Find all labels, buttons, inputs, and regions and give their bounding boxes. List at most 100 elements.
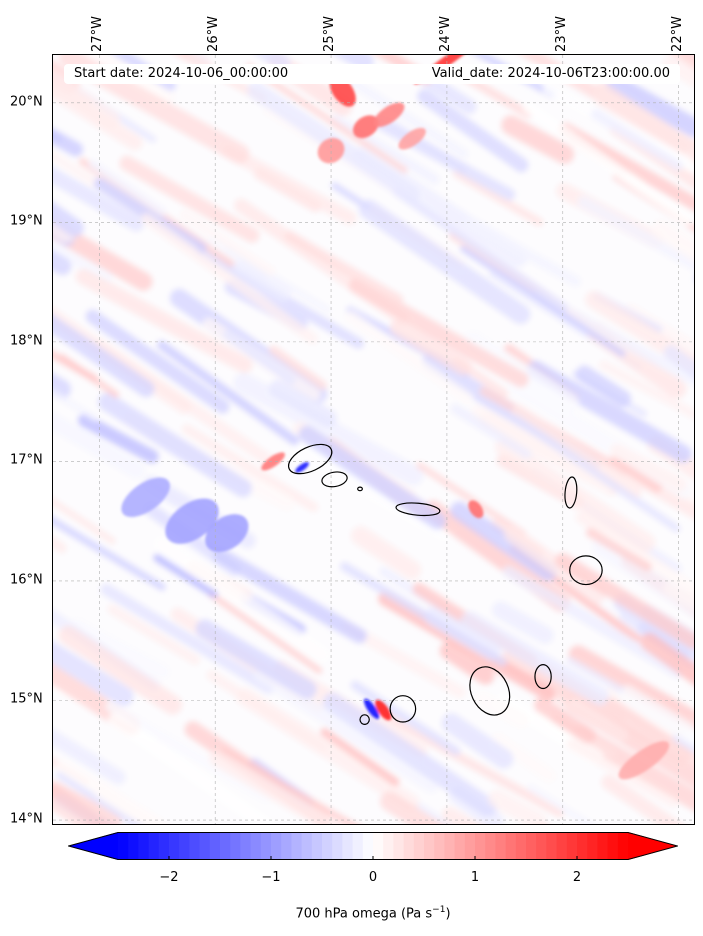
omega-band — [100, 583, 275, 694]
colorbar-segment — [597, 832, 609, 860]
omega-band — [223, 329, 296, 385]
omega-band — [651, 219, 694, 327]
colorbar-segment — [118, 832, 129, 860]
omega-band — [53, 338, 99, 422]
omega-band — [575, 365, 632, 408]
island-coastline-sao-vicente — [321, 471, 348, 488]
omega-band — [585, 291, 694, 401]
island-coastline-santa-luzia — [357, 486, 363, 492]
omega-band — [594, 88, 694, 168]
lat-tick-label: 16°N — [10, 572, 43, 588]
omega-band — [439, 641, 495, 685]
omega-band — [179, 210, 276, 276]
colorbar-segment — [424, 832, 435, 860]
omega-band — [599, 360, 694, 421]
omega-feature — [165, 498, 219, 544]
omega-band — [350, 680, 461, 756]
omega-band — [568, 698, 629, 742]
omega-band — [77, 413, 159, 464]
omega-band — [450, 501, 557, 581]
omega-band — [672, 733, 694, 784]
omega-band — [206, 670, 328, 753]
omega-band — [85, 309, 230, 414]
colorbar-segment — [556, 832, 568, 860]
colorbar-segment — [393, 832, 405, 860]
omega-band — [605, 74, 694, 138]
omega-band — [108, 712, 275, 824]
colorbar-segment — [189, 832, 201, 860]
colorbar-extend-max — [628, 832, 678, 860]
omega-band — [268, 379, 337, 428]
omega-band — [340, 620, 466, 698]
omega-band — [153, 536, 331, 663]
omega-band — [105, 701, 271, 803]
omega-band — [340, 562, 507, 667]
omega-band — [450, 403, 532, 460]
colorbar-segment — [138, 832, 150, 860]
omega-band — [380, 791, 538, 824]
omega-band — [344, 310, 474, 404]
omega-band — [268, 345, 328, 391]
omega-band — [474, 690, 530, 729]
omega-feature — [373, 102, 405, 127]
colorbar-label: 700 hPa omega (Pa s−1) — [295, 905, 451, 922]
colorbar-segment — [240, 832, 252, 860]
omega-band — [141, 213, 318, 344]
colorbar-segment — [301, 832, 313, 860]
omega-band — [512, 404, 642, 499]
colorbar-extend-min — [68, 832, 118, 860]
omega-band — [637, 621, 691, 660]
omega-band — [291, 440, 454, 541]
lon-tick-label: 22°W — [669, 16, 685, 52]
omega-band — [107, 604, 200, 665]
colorbar-segment — [577, 832, 588, 860]
colorbar-segment — [546, 832, 558, 860]
lon-tick-label: 26°W — [206, 16, 222, 52]
colorbar-segment — [505, 832, 517, 860]
omega-feature — [121, 477, 170, 518]
lon-tick-label: 23°W — [553, 16, 569, 52]
omega-feature — [352, 115, 379, 139]
omega-band — [209, 750, 350, 824]
omega-field-map — [53, 55, 694, 824]
omega-band — [153, 554, 218, 598]
omega-band — [625, 303, 694, 398]
omega-band — [617, 685, 694, 800]
colorbar-segment — [332, 832, 343, 860]
colorbar-segment — [230, 832, 241, 860]
colorbar-segment — [403, 832, 415, 860]
omega-feature — [317, 137, 345, 164]
colorbar-segment — [485, 832, 496, 860]
omega-band — [466, 217, 581, 287]
omega-band — [663, 583, 694, 632]
omega-band — [53, 756, 140, 824]
omega-band — [390, 319, 472, 376]
omega-band — [441, 713, 514, 769]
omega-band — [471, 404, 615, 493]
lat-tick-label: 17°N — [10, 452, 43, 468]
omega-band — [555, 552, 694, 649]
colorbar-tick-label: 0 — [368, 870, 378, 885]
omega-band — [284, 230, 404, 305]
omega-band — [53, 621, 141, 736]
island-coastline-boa-vista — [569, 555, 603, 586]
lat-tick-label: 20°N — [10, 94, 43, 110]
omega-band — [502, 565, 684, 679]
omega-band — [298, 425, 446, 530]
colorbar-segment — [128, 832, 139, 860]
omega-band — [504, 525, 606, 604]
omega-band — [53, 690, 126, 785]
colorbar-segment — [607, 832, 619, 860]
colorbar-segment — [158, 832, 170, 860]
colorbar-segment — [311, 832, 323, 860]
omega-band — [53, 233, 72, 276]
lat-tick-label: 14°N — [10, 811, 43, 827]
omega-band — [254, 667, 439, 793]
omega-band — [571, 725, 694, 824]
colorbar-tick-label: −1 — [261, 870, 281, 885]
omega-band — [208, 591, 323, 674]
omega-band — [195, 619, 317, 699]
colorbar-segment — [617, 832, 629, 860]
colorbar-segment — [179, 832, 190, 860]
date-info-box: Start date: 2024-10-06_00:00:00 Valid_da… — [64, 64, 680, 84]
